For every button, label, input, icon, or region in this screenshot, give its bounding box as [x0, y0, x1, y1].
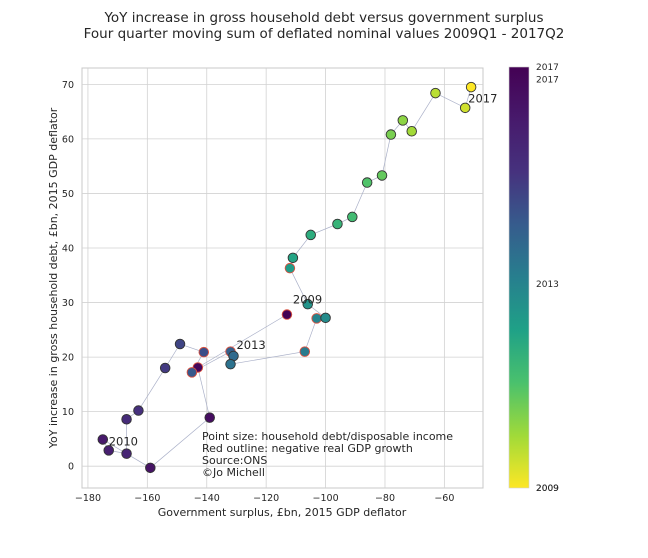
data-point: [376, 170, 388, 181]
y-tick-label: 70: [62, 80, 74, 91]
data-point: [385, 129, 397, 140]
data-point: [332, 218, 343, 230]
x-tick-label: −180: [75, 493, 101, 504]
plot-area: [81, 67, 484, 489]
x-tick-label: −160: [134, 493, 160, 504]
colorbar-gradient: [508, 66, 530, 489]
x-tick-label: −60: [434, 493, 454, 504]
data-point: [97, 434, 109, 445]
year-annotation: 2013: [236, 338, 265, 352]
colorbar-label: 2017: [536, 76, 559, 86]
data-point: [198, 346, 210, 358]
y-tick-label: 50: [62, 189, 74, 200]
x-axis-label: Government surplus, £bn, 2015 GDP deflat…: [158, 506, 407, 519]
x-tick-label: −100: [313, 493, 339, 504]
data-point: [361, 177, 373, 188]
chart-title: YoY increase in gross household debt ver…: [103, 10, 543, 26]
data-point: [145, 462, 156, 474]
data-point: [430, 87, 441, 99]
data-point: [299, 346, 311, 357]
data-point: [121, 414, 132, 425]
data-point: [406, 126, 417, 137]
data-point: [347, 211, 358, 223]
notes-block: Point size: household debt/disposable in…: [202, 430, 453, 479]
data-point: [311, 313, 322, 324]
data-point: [133, 405, 144, 416]
grid: [82, 68, 483, 488]
data-point: [302, 298, 313, 310]
data-point: [204, 412, 215, 423]
y-tick-label: 30: [62, 298, 74, 309]
data-point: [103, 445, 114, 456]
x-tick-label: −140: [194, 493, 220, 504]
data-point: [186, 367, 198, 378]
data-point: [159, 362, 171, 374]
tick-labels: −180 −160 −140 −120 −100 −80 −60 0 10 20 30 40 50 60 7…: [62, 80, 455, 504]
y-tick-label: 20: [62, 353, 74, 364]
data-point: [459, 102, 471, 114]
data-point: [225, 358, 236, 370]
data-points: [97, 81, 477, 474]
colorbar-label: 2009: [536, 484, 559, 494]
data-point: [284, 262, 296, 274]
x-tick-label: −120: [253, 493, 279, 504]
year-annotations: 2009 2010 2013 2017: [109, 91, 498, 448]
colorbar-label: 2009: [536, 484, 559, 494]
colorbar-label: 2017: [536, 63, 559, 73]
y-tick-label: 60: [62, 134, 74, 145]
y-tick-label: 40: [62, 244, 74, 255]
y-tick-label: 10: [62, 407, 74, 418]
data-point: [174, 338, 186, 350]
year-annotation: 2009: [293, 293, 322, 307]
data-point: [121, 448, 132, 459]
chart-subtitle: Four quarter moving sum of deflated nomi…: [84, 26, 565, 42]
y-axis-label: YoY increase in gross household debt, £b…: [47, 107, 60, 449]
x-tick-label: −80: [375, 493, 395, 504]
data-point: [287, 252, 299, 264]
colorbar-label: 2013: [536, 280, 559, 290]
data-point: [281, 309, 293, 320]
data-point: [305, 229, 316, 241]
note-source: Source:ONS: [202, 454, 267, 467]
note-red-outline: Red outline: negative real GDP growth: [202, 442, 413, 455]
year-annotation: 2017: [468, 91, 497, 105]
data-point: [397, 115, 409, 126]
note-copyright: ©Jo Michell: [202, 466, 265, 479]
note-point-size: Point size: household debt/disposable in…: [202, 430, 453, 443]
year-annotation: 2010: [109, 434, 138, 448]
y-tick-label: 0: [68, 462, 74, 473]
data-point: [465, 81, 477, 93]
data-point: [320, 312, 331, 324]
